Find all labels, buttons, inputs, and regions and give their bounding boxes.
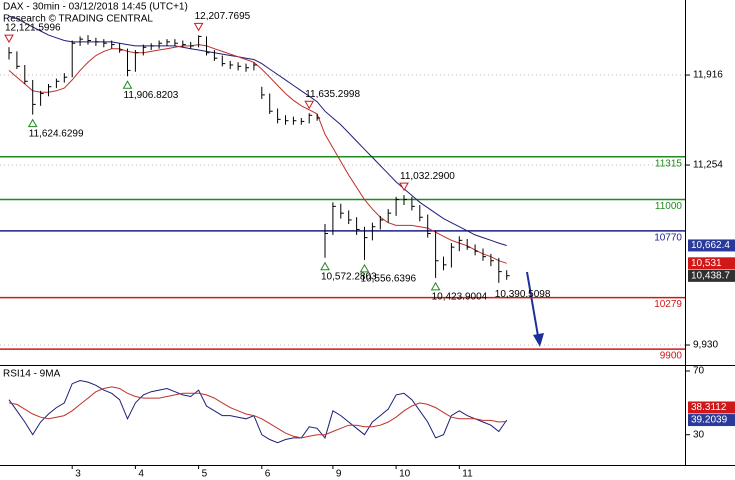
value-badge: [688, 414, 735, 427]
badge-label: 38.3112: [691, 402, 727, 413]
chart-title: DAX - 30min - 03/12/2018 14:45 (UTC+1): [3, 2, 188, 13]
moving-average: [8, 44, 507, 264]
y-tick-label: 11,916: [693, 70, 723, 81]
rsi-y-tick-label: 70: [693, 366, 705, 377]
annotation-label: 12,207.7695: [195, 11, 251, 22]
badge-label: 10,438.7: [691, 271, 730, 282]
value-badge: [688, 269, 735, 282]
low-marker: [430, 281, 441, 291]
badge-label: 10,531: [691, 258, 722, 269]
rsi-line: [8, 379, 508, 444]
x-tick-label: 6: [265, 469, 271, 480]
high-marker: [399, 182, 409, 192]
high-marker: [193, 22, 204, 32]
x-tick-label: 4: [138, 469, 144, 480]
level-label: 9900: [660, 351, 683, 362]
x-tick-label: 11: [462, 469, 473, 480]
badge-label: 39.2039: [691, 415, 728, 426]
annotation-label: 11,906.8203: [124, 90, 179, 101]
low-marker: [359, 263, 370, 273]
x-tick-label: 3: [75, 469, 81, 480]
level-label: 11000: [655, 201, 683, 212]
rsi-line: [8, 386, 507, 439]
low-marker: [122, 80, 133, 89]
value-badge: [688, 239, 735, 252]
annotation-label: 11,624.6299: [29, 128, 84, 139]
level-label: 11315: [655, 158, 683, 169]
annotation-label: 11,635.2998: [305, 89, 360, 100]
y-tick-label: 11,254: [693, 160, 723, 171]
level-label: 10770: [654, 232, 682, 243]
arrow-head: [533, 333, 544, 347]
rsi-title: RSI14 - 9MA: [3, 369, 61, 380]
moving-average: [8, 15, 507, 246]
annotation-label: 10,572.2803: [321, 271, 377, 282]
annotation-label: 12,121.5996: [5, 23, 61, 34]
low-marker: [27, 118, 38, 128]
annotation-label: 11,032.2900: [400, 171, 455, 182]
annotation-label: 10,390.5098: [495, 289, 551, 300]
level-label: 10279: [654, 299, 682, 310]
y-tick-label: 9,930: [693, 340, 718, 351]
arrow-shaft: [526, 271, 539, 337]
annotation-label: 10,423.9004: [432, 292, 488, 303]
note-marker: [498, 281, 500, 283]
annotation-label: 10,556.6396: [361, 273, 417, 284]
rsi-y-tick-label: 30: [693, 429, 705, 440]
x-tick-label: 5: [202, 469, 208, 480]
x-tick-label: 10: [399, 469, 411, 480]
high-marker: [304, 100, 315, 110]
low-marker: [320, 261, 330, 271]
x-tick-label: 9: [336, 469, 342, 480]
high-marker: [4, 34, 14, 44]
badge-label: 10,662.4: [691, 240, 730, 251]
forecast-arrow: [526, 271, 544, 347]
chart-subtitle: Research © TRADING CENTRAL: [3, 14, 153, 25]
value-badge: [688, 257, 735, 270]
value-badge: [688, 401, 735, 414]
